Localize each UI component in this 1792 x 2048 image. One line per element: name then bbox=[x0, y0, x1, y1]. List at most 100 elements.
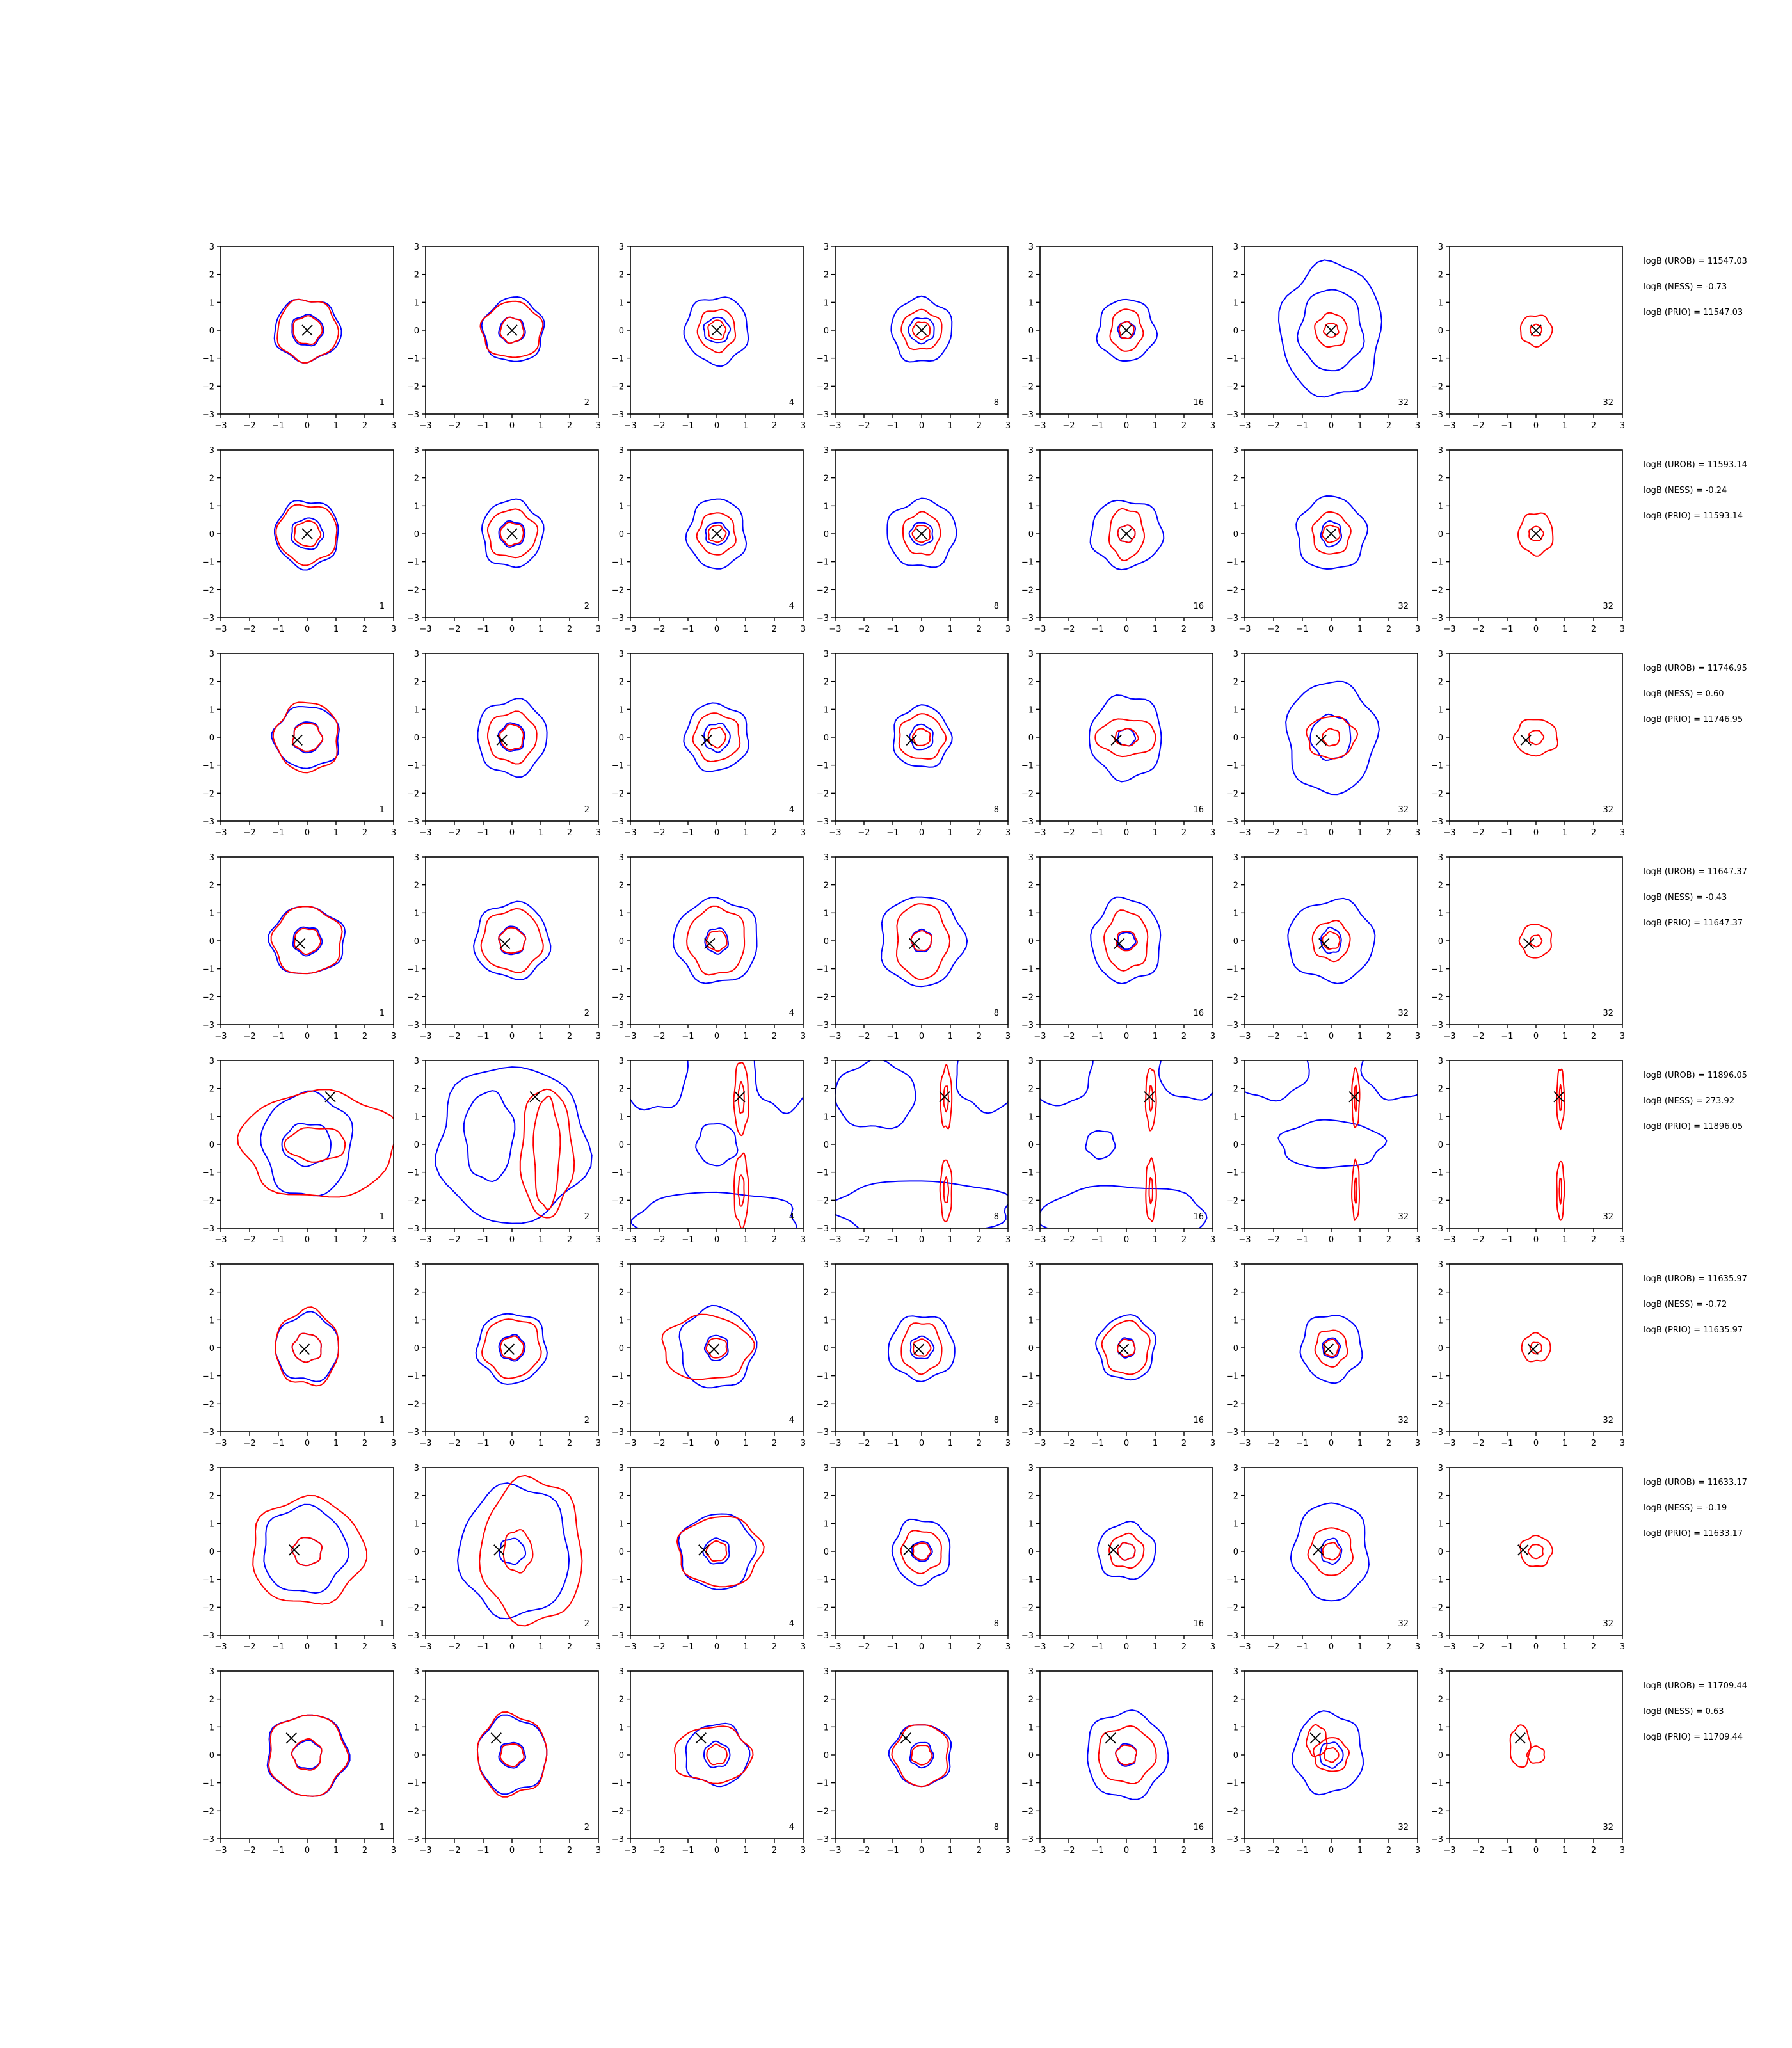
x-tick-label: 2 bbox=[1181, 1032, 1187, 1041]
marker-x bbox=[506, 528, 518, 540]
panel-r1-c2: −3 3 −2 2 −1 1 0 0 1 −1 2 −2 3 −3 2 bbox=[407, 243, 601, 431]
y-tick-label: 3 bbox=[209, 243, 214, 252]
marker-x bbox=[1108, 1544, 1119, 1556]
y-tick-label: −2 bbox=[202, 1400, 214, 1409]
marker-x bbox=[913, 1343, 925, 1355]
blue-contour bbox=[956, 1060, 1008, 1114]
x-tick-label: −2 bbox=[1267, 1642, 1279, 1652]
marker-x bbox=[294, 938, 306, 950]
stat-line: logB (UROB) = 11896.05 bbox=[1644, 1071, 1747, 1080]
y-tick-label: −3 bbox=[1021, 1428, 1034, 1437]
x-tick-label: −3 bbox=[1034, 828, 1046, 838]
y-tick-label: −1 bbox=[202, 1372, 214, 1382]
x-tick-label: 0 bbox=[714, 1032, 719, 1041]
blue-contour bbox=[1097, 1520, 1156, 1580]
red-contour bbox=[1519, 1534, 1553, 1567]
x-tick-label: −3 bbox=[829, 625, 841, 634]
x-tick-label: 2 bbox=[977, 421, 982, 431]
blue-contour bbox=[703, 1740, 731, 1768]
y-tick-label: 2 bbox=[619, 1492, 624, 1501]
x-tick-label: −2 bbox=[448, 1846, 460, 1855]
x-tick-label: −2 bbox=[1472, 1032, 1484, 1041]
x-tick-label: 3 bbox=[1620, 1032, 1625, 1041]
x-tick-label: −3 bbox=[214, 1439, 227, 1448]
y-tick-label: 1 bbox=[1438, 1112, 1443, 1122]
x-tick-label: 0 bbox=[1533, 1032, 1539, 1041]
marker-x bbox=[324, 1091, 336, 1103]
x-tick-label: 1 bbox=[538, 1846, 543, 1855]
y-tick-label: −2 bbox=[817, 1196, 829, 1206]
marker-x bbox=[285, 1732, 297, 1744]
x-tick-label: 0 bbox=[305, 828, 310, 838]
x-tick-label: −1 bbox=[682, 1032, 694, 1041]
x-tick-label: −1 bbox=[477, 421, 489, 431]
x-tick-label: 1 bbox=[948, 625, 953, 634]
blue-contour bbox=[909, 1335, 935, 1360]
y-tick-label: 2 bbox=[824, 474, 829, 484]
panel-label: 4 bbox=[789, 1416, 794, 1425]
blue-contour bbox=[1320, 1537, 1343, 1565]
x-tick-label: −2 bbox=[653, 1235, 665, 1245]
y-tick-label: 0 bbox=[1028, 733, 1034, 743]
y-tick-label: −2 bbox=[1431, 1196, 1443, 1206]
x-tick-label: −1 bbox=[1091, 625, 1103, 634]
blue-contour bbox=[1245, 1060, 1310, 1102]
x-tick-label: 0 bbox=[1329, 1439, 1334, 1448]
red-contour bbox=[1323, 1338, 1340, 1357]
axes-frame bbox=[425, 1467, 599, 1636]
marker-x bbox=[1309, 1732, 1321, 1744]
x-tick-label: 1 bbox=[1153, 421, 1158, 431]
y-tick-label: 1 bbox=[824, 1316, 829, 1325]
blue-contour bbox=[892, 704, 953, 768]
x-tick-label: −3 bbox=[624, 1846, 636, 1855]
x-tick-label: 1 bbox=[538, 828, 543, 838]
panel-r3-c6: −3 3 −2 2 −1 1 0 0 1 −1 2 −2 3 −3 32 bbox=[1226, 650, 1420, 838]
x-tick-label: −1 bbox=[1501, 1235, 1513, 1245]
y-tick-label: −1 bbox=[1226, 965, 1238, 975]
x-tick-label: 2 bbox=[1591, 828, 1596, 838]
y-tick-label: −2 bbox=[1226, 993, 1238, 1002]
x-tick-label: −3 bbox=[1443, 1439, 1455, 1448]
red-contour bbox=[939, 1159, 953, 1222]
x-tick-label: 3 bbox=[1210, 1846, 1215, 1855]
y-tick-label: 3 bbox=[1028, 446, 1034, 456]
x-tick-label: 3 bbox=[1005, 1439, 1011, 1448]
x-tick-label: −2 bbox=[448, 421, 460, 431]
marker-x bbox=[1553, 1091, 1565, 1103]
y-tick-label: 2 bbox=[209, 1695, 214, 1705]
y-tick-label: 0 bbox=[1028, 1344, 1034, 1354]
blue-contour bbox=[678, 1513, 758, 1590]
x-tick-label: 3 bbox=[391, 1439, 396, 1448]
red-contour bbox=[481, 1318, 542, 1379]
red-contour bbox=[913, 1338, 932, 1357]
y-tick-label: −2 bbox=[817, 993, 829, 1002]
y-tick-label: 2 bbox=[1438, 474, 1443, 484]
marker-x bbox=[298, 1343, 310, 1355]
y-tick-label: 1 bbox=[209, 1112, 214, 1122]
axes-frame bbox=[1244, 856, 1418, 1025]
y-tick-label: 2 bbox=[824, 1695, 829, 1705]
marker-x bbox=[1527, 1343, 1539, 1355]
x-tick-label: 3 bbox=[1210, 1439, 1215, 1448]
axes-frame bbox=[630, 1060, 804, 1229]
x-tick-label: 3 bbox=[1210, 1235, 1215, 1245]
y-tick-label: 0 bbox=[414, 530, 419, 540]
red-contour bbox=[1117, 1542, 1136, 1561]
y-tick-label: −1 bbox=[1431, 558, 1443, 568]
y-tick-label: −3 bbox=[817, 614, 829, 623]
y-tick-label: 3 bbox=[414, 446, 419, 456]
red-contour bbox=[479, 300, 544, 358]
x-tick-label: −3 bbox=[829, 828, 841, 838]
x-tick-label: −2 bbox=[243, 625, 255, 634]
y-tick-label: −2 bbox=[1431, 1603, 1443, 1613]
red-contour bbox=[1314, 1329, 1348, 1368]
y-tick-label: 0 bbox=[209, 1548, 214, 1557]
marker-x bbox=[903, 1544, 915, 1556]
x-tick-label: −3 bbox=[624, 421, 636, 431]
y-tick-label: 0 bbox=[1233, 1548, 1238, 1557]
y-tick-label: −3 bbox=[1431, 1835, 1443, 1844]
y-tick-label: −2 bbox=[1021, 789, 1034, 799]
x-tick-label: 2 bbox=[772, 421, 777, 431]
red-contour bbox=[707, 524, 727, 543]
y-tick-label: 0 bbox=[414, 733, 419, 743]
